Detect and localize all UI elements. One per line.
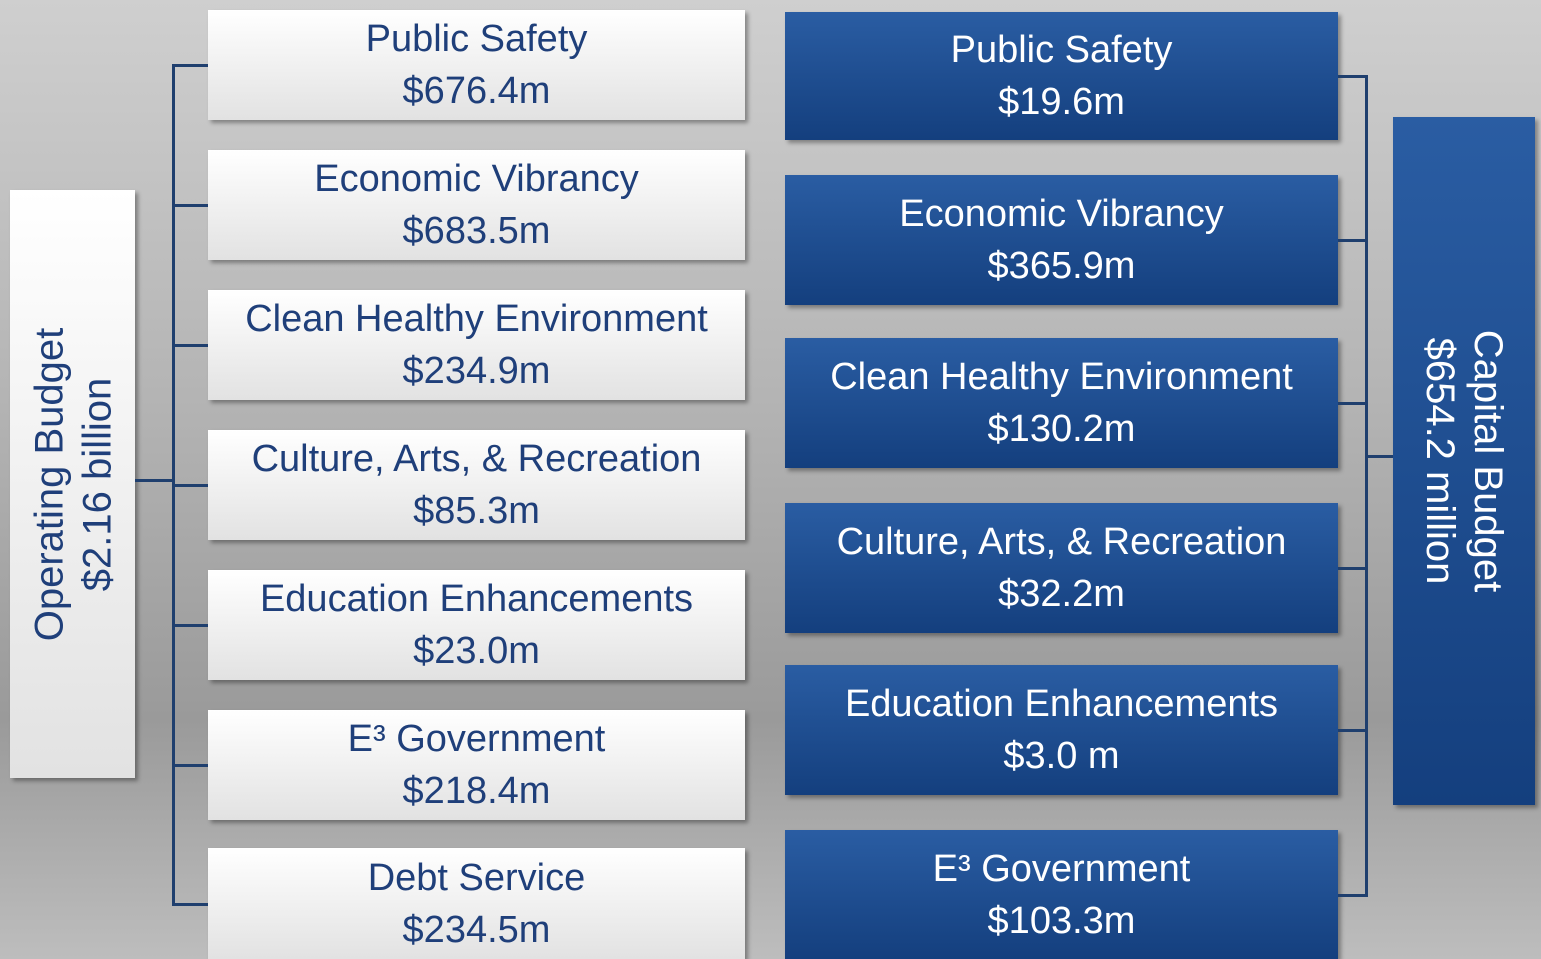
item-label: Debt Service xyxy=(367,856,586,899)
bracket-tick xyxy=(172,204,208,207)
connector xyxy=(1365,455,1393,458)
budget-item: Public Safety $19.6m xyxy=(785,12,1338,140)
capital-box: Capital Budget $654.2 million xyxy=(1393,117,1535,805)
item-amount: $19.6m xyxy=(998,81,1125,123)
item-label: Public Safety xyxy=(365,18,588,60)
item-label: Public Safety xyxy=(950,29,1173,71)
bracket-tick xyxy=(172,344,208,347)
bracket-tick xyxy=(1338,75,1368,78)
item-amount: $23.0m xyxy=(413,630,540,672)
bracket-tick xyxy=(1338,729,1368,732)
budget-item: Economic Vibrancy $365.9m xyxy=(785,175,1338,305)
operating-total: $2.16 billion xyxy=(74,377,119,591)
bracket-tick xyxy=(1338,893,1368,897)
operating-box: Operating Budget $2.16 billion xyxy=(10,190,135,778)
budget-item: Clean Healthy Environment $234.9m xyxy=(208,290,745,400)
bracket-tick xyxy=(172,902,208,906)
item-amount: $32.2m xyxy=(998,573,1125,615)
budget-item: Public Safety $676.4m xyxy=(208,10,745,120)
budget-item: E³ Government $218.4m xyxy=(208,710,745,820)
budget-item: Debt Service $234.5m xyxy=(208,848,745,959)
bracket-tick xyxy=(172,484,208,487)
item-label: Culture, Arts, & Recreation xyxy=(836,521,1287,563)
capital-text: Capital Budget $654.2 million xyxy=(1393,117,1535,805)
budget-item: Clean Healthy Environment $130.2m xyxy=(785,338,1338,468)
item-amount: $218.4m xyxy=(402,770,551,812)
item-amount: $103.3m xyxy=(987,899,1136,942)
budget-item: Economic Vibrancy $683.5m xyxy=(208,150,745,260)
operating-text: Operating Budget $2.16 billion xyxy=(10,190,135,778)
item-amount: $676.4m xyxy=(402,70,551,112)
bracket xyxy=(1365,75,1368,897)
operating-title: Operating Budget xyxy=(26,327,71,641)
item-label: Culture, Arts, & Recreation xyxy=(251,438,702,480)
budget-item: Culture, Arts, & Recreation $32.2m xyxy=(785,503,1338,633)
item-label: Education Enhancements xyxy=(844,683,1279,725)
item-label: Economic Vibrancy xyxy=(899,193,1224,235)
bracket-tick xyxy=(1338,567,1368,570)
item-label: Economic Vibrancy xyxy=(314,158,639,200)
bracket-tick xyxy=(172,64,208,67)
item-amount: $3.0 m xyxy=(1003,735,1120,777)
item-amount: $234.5m xyxy=(402,908,551,951)
item-label: E³ Government xyxy=(932,847,1191,890)
bracket-tick xyxy=(1338,402,1368,405)
item-amount: $365.9m xyxy=(987,245,1136,287)
item-label: Clean Healthy Environment xyxy=(830,356,1293,398)
budget-item: Culture, Arts, & Recreation $85.3m xyxy=(208,430,745,540)
item-label: E³ Government xyxy=(347,718,606,760)
budget-item: E³ Government $103.3m xyxy=(785,830,1338,959)
item-amount: $234.9m xyxy=(402,350,551,392)
budget-item: Education Enhancements $23.0m xyxy=(208,570,745,680)
bracket-tick xyxy=(172,764,208,767)
bracket-tick xyxy=(172,624,208,627)
connector xyxy=(135,479,172,482)
item-amount: $130.2m xyxy=(987,408,1136,450)
bracket xyxy=(172,64,175,906)
item-label: Clean Healthy Environment xyxy=(245,298,708,340)
budget-item: Education Enhancements $3.0 m xyxy=(785,665,1338,795)
item-amount: $683.5m xyxy=(402,210,551,252)
item-amount: $85.3m xyxy=(413,490,540,532)
bracket-tick xyxy=(1338,239,1368,242)
capital-total: $654.2 million xyxy=(1418,337,1462,585)
item-label: Education Enhancements xyxy=(259,578,694,620)
capital-title: Capital Budget xyxy=(1466,329,1510,593)
